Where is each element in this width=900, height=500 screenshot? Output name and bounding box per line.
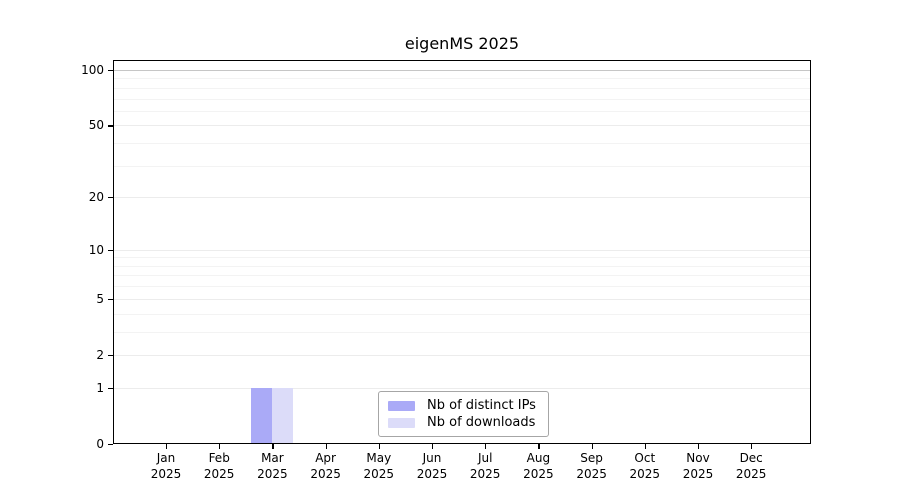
x-tick-mark-dec (751, 444, 753, 449)
x-tick-label-oct: Oct 2025 (629, 451, 661, 481)
y-tick-label-20: 20 (88, 190, 104, 205)
chart-title: eigenMS 2025 (404, 34, 520, 53)
y-tick-mark-2 (108, 354, 113, 357)
x-tick-mark-aug (538, 444, 540, 449)
legend-item-downloads: Nb of downloads (388, 414, 536, 431)
x-tick-mark-nov (698, 444, 700, 449)
legend-label-downloads: Nb of downloads (427, 415, 536, 430)
x-tick-label-dec: Dec 2025 (735, 451, 767, 481)
x-tick-mark-feb (219, 444, 221, 449)
legend-swatch-distinct-ips (388, 400, 415, 411)
y-tick-label-50: 50 (88, 118, 104, 133)
x-tick-label-jan: Jan 2025 (150, 451, 182, 481)
gridline-y-7 (114, 275, 810, 277)
x-tick-label-nov: Nov 2025 (682, 451, 714, 481)
y-tick-mark-0 (108, 444, 113, 446)
x-tick-mark-oct (644, 444, 646, 449)
y-tick-label-5: 5 (96, 291, 104, 306)
legend: Nb of distinct IPs Nb of downloads (378, 391, 549, 437)
bar-nb-of-distinct-ips-mar (251, 387, 273, 443)
y-tick-label-0: 0 (96, 437, 104, 451)
x-tick-mark-jun (432, 444, 434, 449)
x-tick-label-sep: Sep 2025 (576, 451, 607, 481)
gridline-y-3 (114, 331, 810, 333)
gridline-y-100 (114, 70, 810, 71)
x-tick-label-mar: Mar 2025 (257, 451, 288, 481)
x-tick-mark-mar (272, 444, 274, 449)
x-tick-mark-jul (485, 444, 487, 449)
gridline-y-4 (114, 313, 810, 315)
legend-label-distinct-ips: Nb of distinct IPs (427, 398, 536, 413)
y-tick-mark-1 (108, 387, 113, 390)
y-tick-label-100: 100 (81, 63, 104, 77)
y-tick-mark-20 (108, 197, 113, 199)
gridline-y-20 (114, 197, 810, 199)
x-tick-label-feb: Feb 2025 (203, 451, 235, 481)
legend-item-distinct-ips: Nb of distinct IPs (388, 397, 536, 414)
x-tick-mark-may (378, 444, 380, 449)
gridline-y-70 (114, 98, 810, 100)
x-tick-label-aug: Aug 2025 (523, 451, 554, 481)
x-tick-mark-apr (325, 444, 327, 449)
gridline-y-10 (114, 249, 810, 251)
plot-area (113, 60, 811, 444)
legend-swatch-downloads (388, 417, 415, 428)
gridline-y-6 (114, 286, 810, 288)
bar-nb-of-downloads-mar (272, 387, 294, 443)
gridline-y-8 (114, 265, 810, 267)
x-tick-mark-sep (591, 444, 593, 449)
gridline-y-60 (114, 110, 810, 112)
gridline-y-50 (114, 125, 810, 127)
gridline-y-5 (114, 298, 810, 300)
x-tick-label-apr: Apr 2025 (310, 451, 341, 481)
y-tick-label-10: 10 (88, 242, 104, 257)
gridline-y-90 (114, 78, 810, 80)
x-tick-mark-jan (166, 444, 168, 449)
x-tick-label-jul: Jul 2025 (469, 451, 501, 481)
gridline-y-30 (114, 165, 810, 167)
gridline-y-40 (114, 143, 810, 145)
x-tick-label-jun: Jun 2025 (416, 451, 448, 481)
x-tick-label-may: May 2025 (363, 451, 395, 481)
y-tick-mark-10 (108, 249, 113, 251)
y-tick-mark-5 (108, 298, 113, 300)
y-tick-label-2: 2 (96, 347, 104, 362)
gridline-y-9 (114, 257, 810, 259)
gridline-y-80 (114, 87, 810, 89)
y-tick-mark-50 (108, 125, 113, 127)
gridline-y-2 (114, 354, 810, 356)
gridline-y-1 (114, 387, 810, 389)
y-tick-label-1: 1 (96, 380, 104, 395)
y-tick-mark-100 (108, 70, 113, 72)
